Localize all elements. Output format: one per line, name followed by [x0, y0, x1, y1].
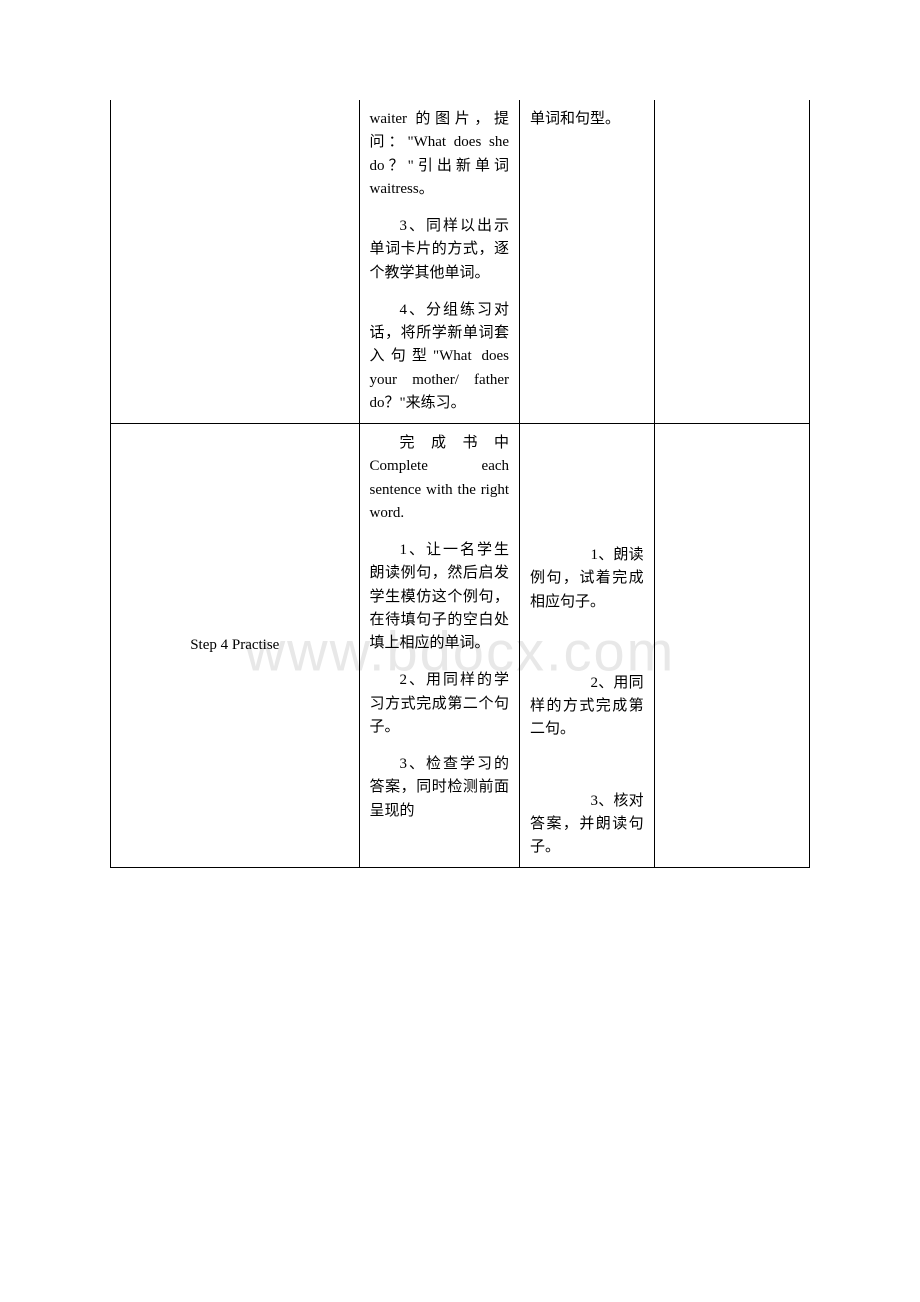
student-para: 2、用同样的方式完成第二句。: [530, 672, 644, 742]
teacher-para: 3、检查学习的答案，同时检测前面呈现的: [370, 753, 510, 823]
note-cell: [654, 100, 809, 424]
teacher-para: waiter 的图片，提问："What does she do？"引出新单词wa…: [370, 108, 510, 201]
step-label: Step 4 Practise: [190, 637, 279, 653]
step-cell: [111, 100, 360, 424]
student-para: 3、核对答案，并朗读句子。: [530, 790, 644, 860]
student-cell: 1、朗读例句，试着完成相应句子。 2、用同样的方式完成第二句。 3、核对答案，并…: [520, 424, 655, 868]
teacher-cell: 完成书中 Complete each sentence with the rig…: [359, 424, 520, 868]
table-row: Step 4 Practise 完成书中 Complete each sente…: [111, 424, 810, 868]
student-para-spacer: [530, 628, 644, 658]
teacher-cell: waiter 的图片，提问："What does she do？"引出新单词wa…: [359, 100, 520, 424]
student-cell: 单词和句型。: [520, 100, 655, 424]
table-row: waiter 的图片，提问："What does she do？"引出新单词wa…: [111, 100, 810, 424]
teacher-para: 完成书中 Complete each sentence with the rig…: [370, 432, 510, 525]
step-cell: Step 4 Practise: [111, 424, 360, 868]
teacher-para: 2、用同样的学习方式完成第二个句子。: [370, 669, 510, 739]
student-para: 1、朗读例句，试着完成相应句子。: [530, 544, 644, 614]
student-para-spacer: [530, 756, 644, 776]
teacher-para: 4、分组练习对话，将所学新单词套入句型"What does your mothe…: [370, 299, 510, 415]
teacher-para: 3、同样以出示单词卡片的方式，逐个教学其他单词。: [370, 215, 510, 285]
teacher-para: 1、让一名学生朗读例句，然后启发学生模仿这个例句，在待填句子的空白处填上相应的单…: [370, 539, 510, 655]
lesson-plan-table: waiter 的图片，提问："What does she do？"引出新单词wa…: [110, 100, 810, 868]
note-cell: [654, 424, 809, 868]
student-para: 单词和句型。: [530, 108, 644, 131]
